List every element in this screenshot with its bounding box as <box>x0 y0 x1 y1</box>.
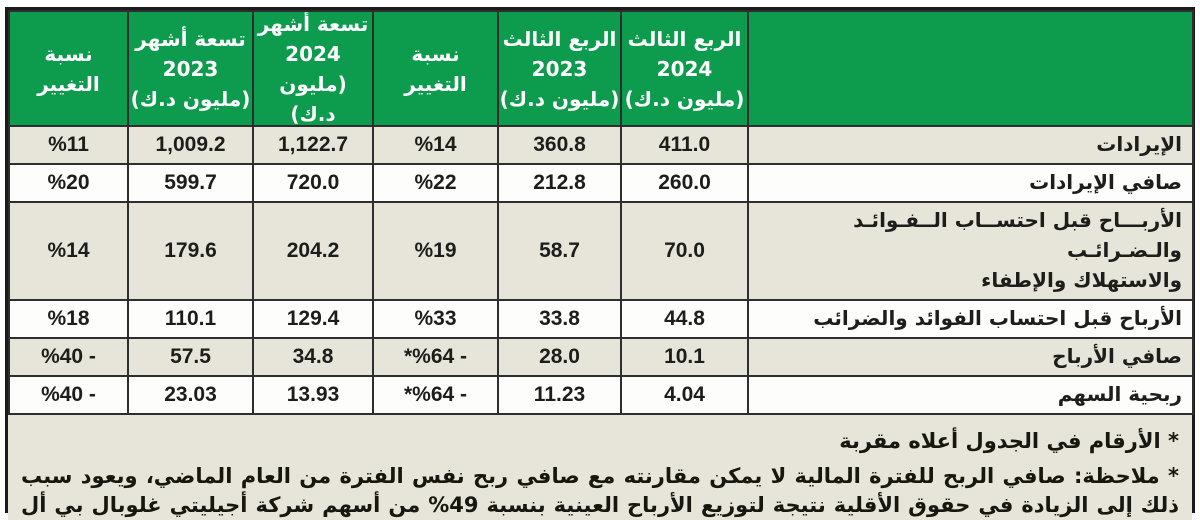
value-cell: 360.8 <box>497 125 622 165</box>
header-nine-months-2024: تسعة أشهر 2024 (مليون د.ك) <box>252 10 374 127</box>
header-line: (مليون د.ك) <box>624 86 745 111</box>
value-cell: 57.5 <box>127 337 254 377</box>
value-cell: %18 <box>8 299 129 339</box>
value-cell: 11.23 <box>497 375 622 415</box>
header-line: (مليون د.ك) <box>279 71 347 126</box>
value-cell: 260.0 <box>620 163 749 203</box>
financial-results-table: نسبة التغيير تسعة أشهر 2023 (مليون د.ك) <box>8 10 1194 415</box>
header-q3-2023: الربع الثالث 2023 (مليون د.ك) <box>497 10 622 127</box>
header-line: (مليون د.ك) <box>130 86 251 111</box>
value-cell: 70.0 <box>620 201 749 301</box>
value-cell: %33 <box>372 299 499 339</box>
value-cell: %20 <box>8 163 129 203</box>
row-label: صافي الأرباح <box>747 337 1194 377</box>
value-cell: 212.8 <box>497 163 622 203</box>
value-cell: 28.0 <box>497 337 622 377</box>
value-cell: 204.2 <box>252 201 374 301</box>
value-cell: 720.0 <box>252 163 374 203</box>
value-cell: *%64 - <box>372 337 499 377</box>
header-line: 2024 <box>656 56 713 81</box>
value-cell: 23.03 <box>127 375 254 415</box>
header-line: 2023 <box>531 56 588 81</box>
header-line: التغيير <box>37 71 100 96</box>
header-line: تسعة أشهر <box>257 11 369 36</box>
value-cell: %22 <box>372 163 499 203</box>
footnote-rounded-figures: * الأرقام في الجدول أعلاه مقربة <box>839 429 1179 453</box>
value-cell: 129.4 <box>252 299 374 339</box>
value-cell: 13.93 <box>252 375 374 415</box>
row-label: صافي الإيرادات <box>747 163 1194 203</box>
header-line: الربع الثالث <box>627 26 742 51</box>
table-row-revenues: %11 1,009.2 1,122.7 %14 360.8 411.0 الإي… <box>8 125 1194 165</box>
value-cell: 10.1 <box>620 337 749 377</box>
value-cell: %14 <box>8 201 129 301</box>
value-cell: %14 <box>372 125 499 165</box>
table-frame: نسبة التغيير تسعة أشهر 2023 (مليون د.ك) <box>5 7 1195 520</box>
value-cell: %11 <box>8 125 129 165</box>
header-line: نسبة <box>44 41 93 66</box>
value-cell: 411.0 <box>620 125 749 165</box>
value-cell: 44.8 <box>620 299 749 339</box>
header-items-blank <box>747 10 1194 127</box>
value-cell: 58.7 <box>497 201 622 301</box>
value-cell: %19 <box>372 201 499 301</box>
row-label: الأرباح قبل احتساب الفوائد والضرائب <box>747 299 1194 339</box>
header-change-q3: نسبة التغيير <box>372 10 499 127</box>
value-cell: %40 - <box>8 375 129 415</box>
table-row-ebitda: %14 179.6 204.2 %19 58.7 70.0 الأربـــاح… <box>8 201 1194 301</box>
header-line: الربع الثالث <box>502 26 617 51</box>
row-label: الإيرادات <box>747 125 1194 165</box>
table-row-net-revenues: %20 599.7 720.0 %22 212.8 260.0 صافي الإ… <box>8 163 1194 203</box>
value-cell: %40 - <box>8 337 129 377</box>
table-row-net-profit: %40 - 57.5 34.8 *%64 - 28.0 10.1 صافي ال… <box>8 337 1194 377</box>
header-change-9m: نسبة التغيير <box>8 10 129 127</box>
value-cell: 34.8 <box>252 337 374 377</box>
header-line: تسعة أشهر <box>135 26 246 51</box>
value-cell: *%64 - <box>372 375 499 415</box>
value-cell: 1,122.7 <box>252 125 374 165</box>
value-cell: 4.04 <box>620 375 749 415</box>
header-row: نسبة التغيير تسعة أشهر 2023 (مليون د.ك) <box>8 10 1194 127</box>
value-cell: 110.1 <box>127 299 254 339</box>
value-cell: 1,009.2 <box>127 125 254 165</box>
row-label: ربحية السهم <box>747 375 1194 415</box>
header-line: التغيير <box>404 71 467 96</box>
header-line: 2023 <box>162 56 219 81</box>
table-row-eps: %40 - 23.03 13.93 *%64 - 11.23 4.04 ربحي… <box>8 375 1194 415</box>
header-line: 2024 <box>285 41 341 66</box>
header-nine-months-2023: تسعة أشهر 2023 (مليون د.ك) <box>127 10 254 127</box>
header-q3-2024: الربع الثالث 2024 (مليون د.ك) <box>620 10 749 127</box>
footnotes-section: * الأرقام في الجدول أعلاه مقربة * ملاحظة… <box>8 415 1192 520</box>
header-line: نسبة <box>411 41 460 66</box>
row-label: الأربـــاح قبل احتســاب الــفـوائـد والـ… <box>747 201 1194 301</box>
footnote-net-profit-comparability: * ملاحظة: صافي الربح للفترة المالية لا ي… <box>21 464 1179 518</box>
table-row-ebit: %18 110.1 129.4 %33 33.8 44.8 الأرباح قب… <box>8 299 1194 339</box>
value-cell: 599.7 <box>127 163 254 203</box>
value-cell: 33.8 <box>497 299 622 339</box>
header-line: (مليون د.ك) <box>499 86 620 111</box>
value-cell: 179.6 <box>127 201 254 301</box>
